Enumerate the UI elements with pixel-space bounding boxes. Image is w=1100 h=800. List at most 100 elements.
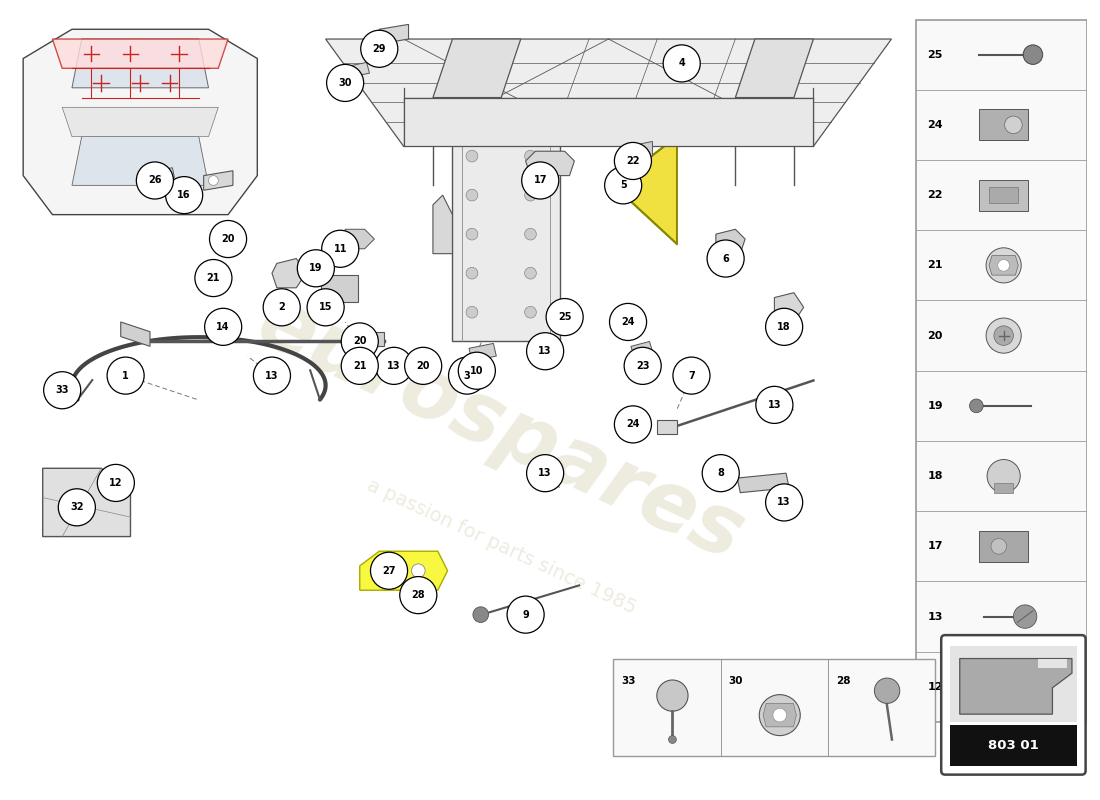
Polygon shape — [774, 293, 804, 322]
Circle shape — [756, 386, 793, 423]
Circle shape — [321, 230, 359, 267]
Polygon shape — [63, 107, 218, 137]
Circle shape — [624, 347, 661, 384]
Polygon shape — [960, 658, 1072, 714]
Text: 22: 22 — [626, 156, 640, 166]
Circle shape — [525, 190, 537, 201]
Text: 3: 3 — [464, 370, 471, 381]
Text: 14: 14 — [217, 322, 230, 332]
Text: 13: 13 — [538, 468, 552, 478]
Polygon shape — [526, 151, 574, 176]
Circle shape — [466, 150, 477, 162]
Polygon shape — [989, 256, 1019, 275]
Text: 10: 10 — [470, 366, 484, 376]
Text: 19: 19 — [927, 401, 943, 411]
Polygon shape — [716, 230, 745, 254]
Polygon shape — [53, 39, 228, 68]
Text: 20: 20 — [927, 330, 943, 341]
Text: 11: 11 — [333, 244, 346, 254]
Bar — [979, 179, 1028, 210]
Circle shape — [605, 167, 641, 204]
Circle shape — [449, 357, 485, 394]
Circle shape — [253, 357, 290, 394]
Polygon shape — [364, 332, 384, 346]
Circle shape — [1023, 45, 1043, 64]
Text: 29: 29 — [373, 44, 386, 54]
Circle shape — [263, 289, 300, 326]
Circle shape — [341, 347, 378, 384]
FancyBboxPatch shape — [942, 635, 1086, 774]
Circle shape — [986, 318, 1021, 353]
Bar — [989, 187, 1019, 203]
Text: 13: 13 — [778, 498, 791, 507]
Polygon shape — [614, 137, 676, 244]
Bar — [916, 19, 1087, 722]
Text: 20: 20 — [221, 234, 234, 244]
Text: 18: 18 — [927, 471, 943, 481]
Text: 24: 24 — [621, 317, 635, 327]
Text: 16: 16 — [177, 190, 191, 200]
Text: 13: 13 — [538, 346, 552, 356]
Circle shape — [209, 221, 246, 258]
Polygon shape — [326, 39, 891, 146]
Text: 13: 13 — [265, 370, 278, 381]
Text: 27: 27 — [383, 566, 396, 576]
Circle shape — [527, 454, 563, 492]
Text: 19: 19 — [309, 263, 322, 274]
Polygon shape — [153, 168, 175, 181]
Circle shape — [44, 372, 80, 409]
Polygon shape — [658, 419, 676, 434]
Polygon shape — [326, 244, 350, 258]
Circle shape — [375, 347, 412, 384]
Circle shape — [991, 538, 1006, 554]
Polygon shape — [736, 39, 813, 98]
Circle shape — [609, 303, 647, 341]
Text: 23: 23 — [636, 361, 649, 371]
Polygon shape — [631, 342, 652, 356]
Circle shape — [209, 176, 218, 186]
Text: 28: 28 — [411, 590, 425, 600]
Text: 8: 8 — [717, 468, 724, 478]
Circle shape — [759, 694, 800, 736]
Text: 6: 6 — [723, 254, 729, 263]
Circle shape — [994, 326, 1013, 346]
Circle shape — [166, 177, 202, 214]
Circle shape — [399, 577, 437, 614]
Circle shape — [546, 298, 583, 336]
Circle shape — [97, 464, 134, 502]
Circle shape — [371, 552, 408, 590]
Polygon shape — [379, 24, 408, 44]
Text: 21: 21 — [353, 361, 366, 371]
Bar — [994, 483, 1013, 493]
Circle shape — [615, 406, 651, 443]
Polygon shape — [737, 473, 789, 493]
Text: 21: 21 — [207, 273, 220, 283]
Polygon shape — [204, 170, 233, 190]
Text: 18: 18 — [778, 322, 791, 332]
Text: 15: 15 — [319, 302, 332, 312]
Circle shape — [525, 267, 537, 279]
Text: 21: 21 — [927, 260, 943, 270]
Bar — [979, 530, 1028, 562]
Text: 17: 17 — [927, 542, 943, 551]
Circle shape — [527, 333, 563, 370]
Text: 25: 25 — [927, 50, 943, 60]
Bar — [950, 646, 1077, 722]
Circle shape — [107, 357, 144, 394]
Circle shape — [1004, 116, 1022, 134]
Circle shape — [411, 564, 425, 578]
Text: 20: 20 — [417, 361, 430, 371]
Circle shape — [1013, 605, 1037, 628]
Text: 22: 22 — [927, 190, 943, 200]
Polygon shape — [763, 703, 796, 727]
Circle shape — [473, 607, 488, 622]
Bar — [950, 725, 1077, 766]
Circle shape — [466, 267, 477, 279]
Polygon shape — [433, 39, 520, 98]
Text: 1: 1 — [122, 370, 129, 381]
Text: 25: 25 — [558, 312, 571, 322]
Circle shape — [874, 678, 900, 703]
Bar — [452, 127, 560, 342]
Text: 4: 4 — [679, 58, 685, 69]
Circle shape — [466, 228, 477, 240]
